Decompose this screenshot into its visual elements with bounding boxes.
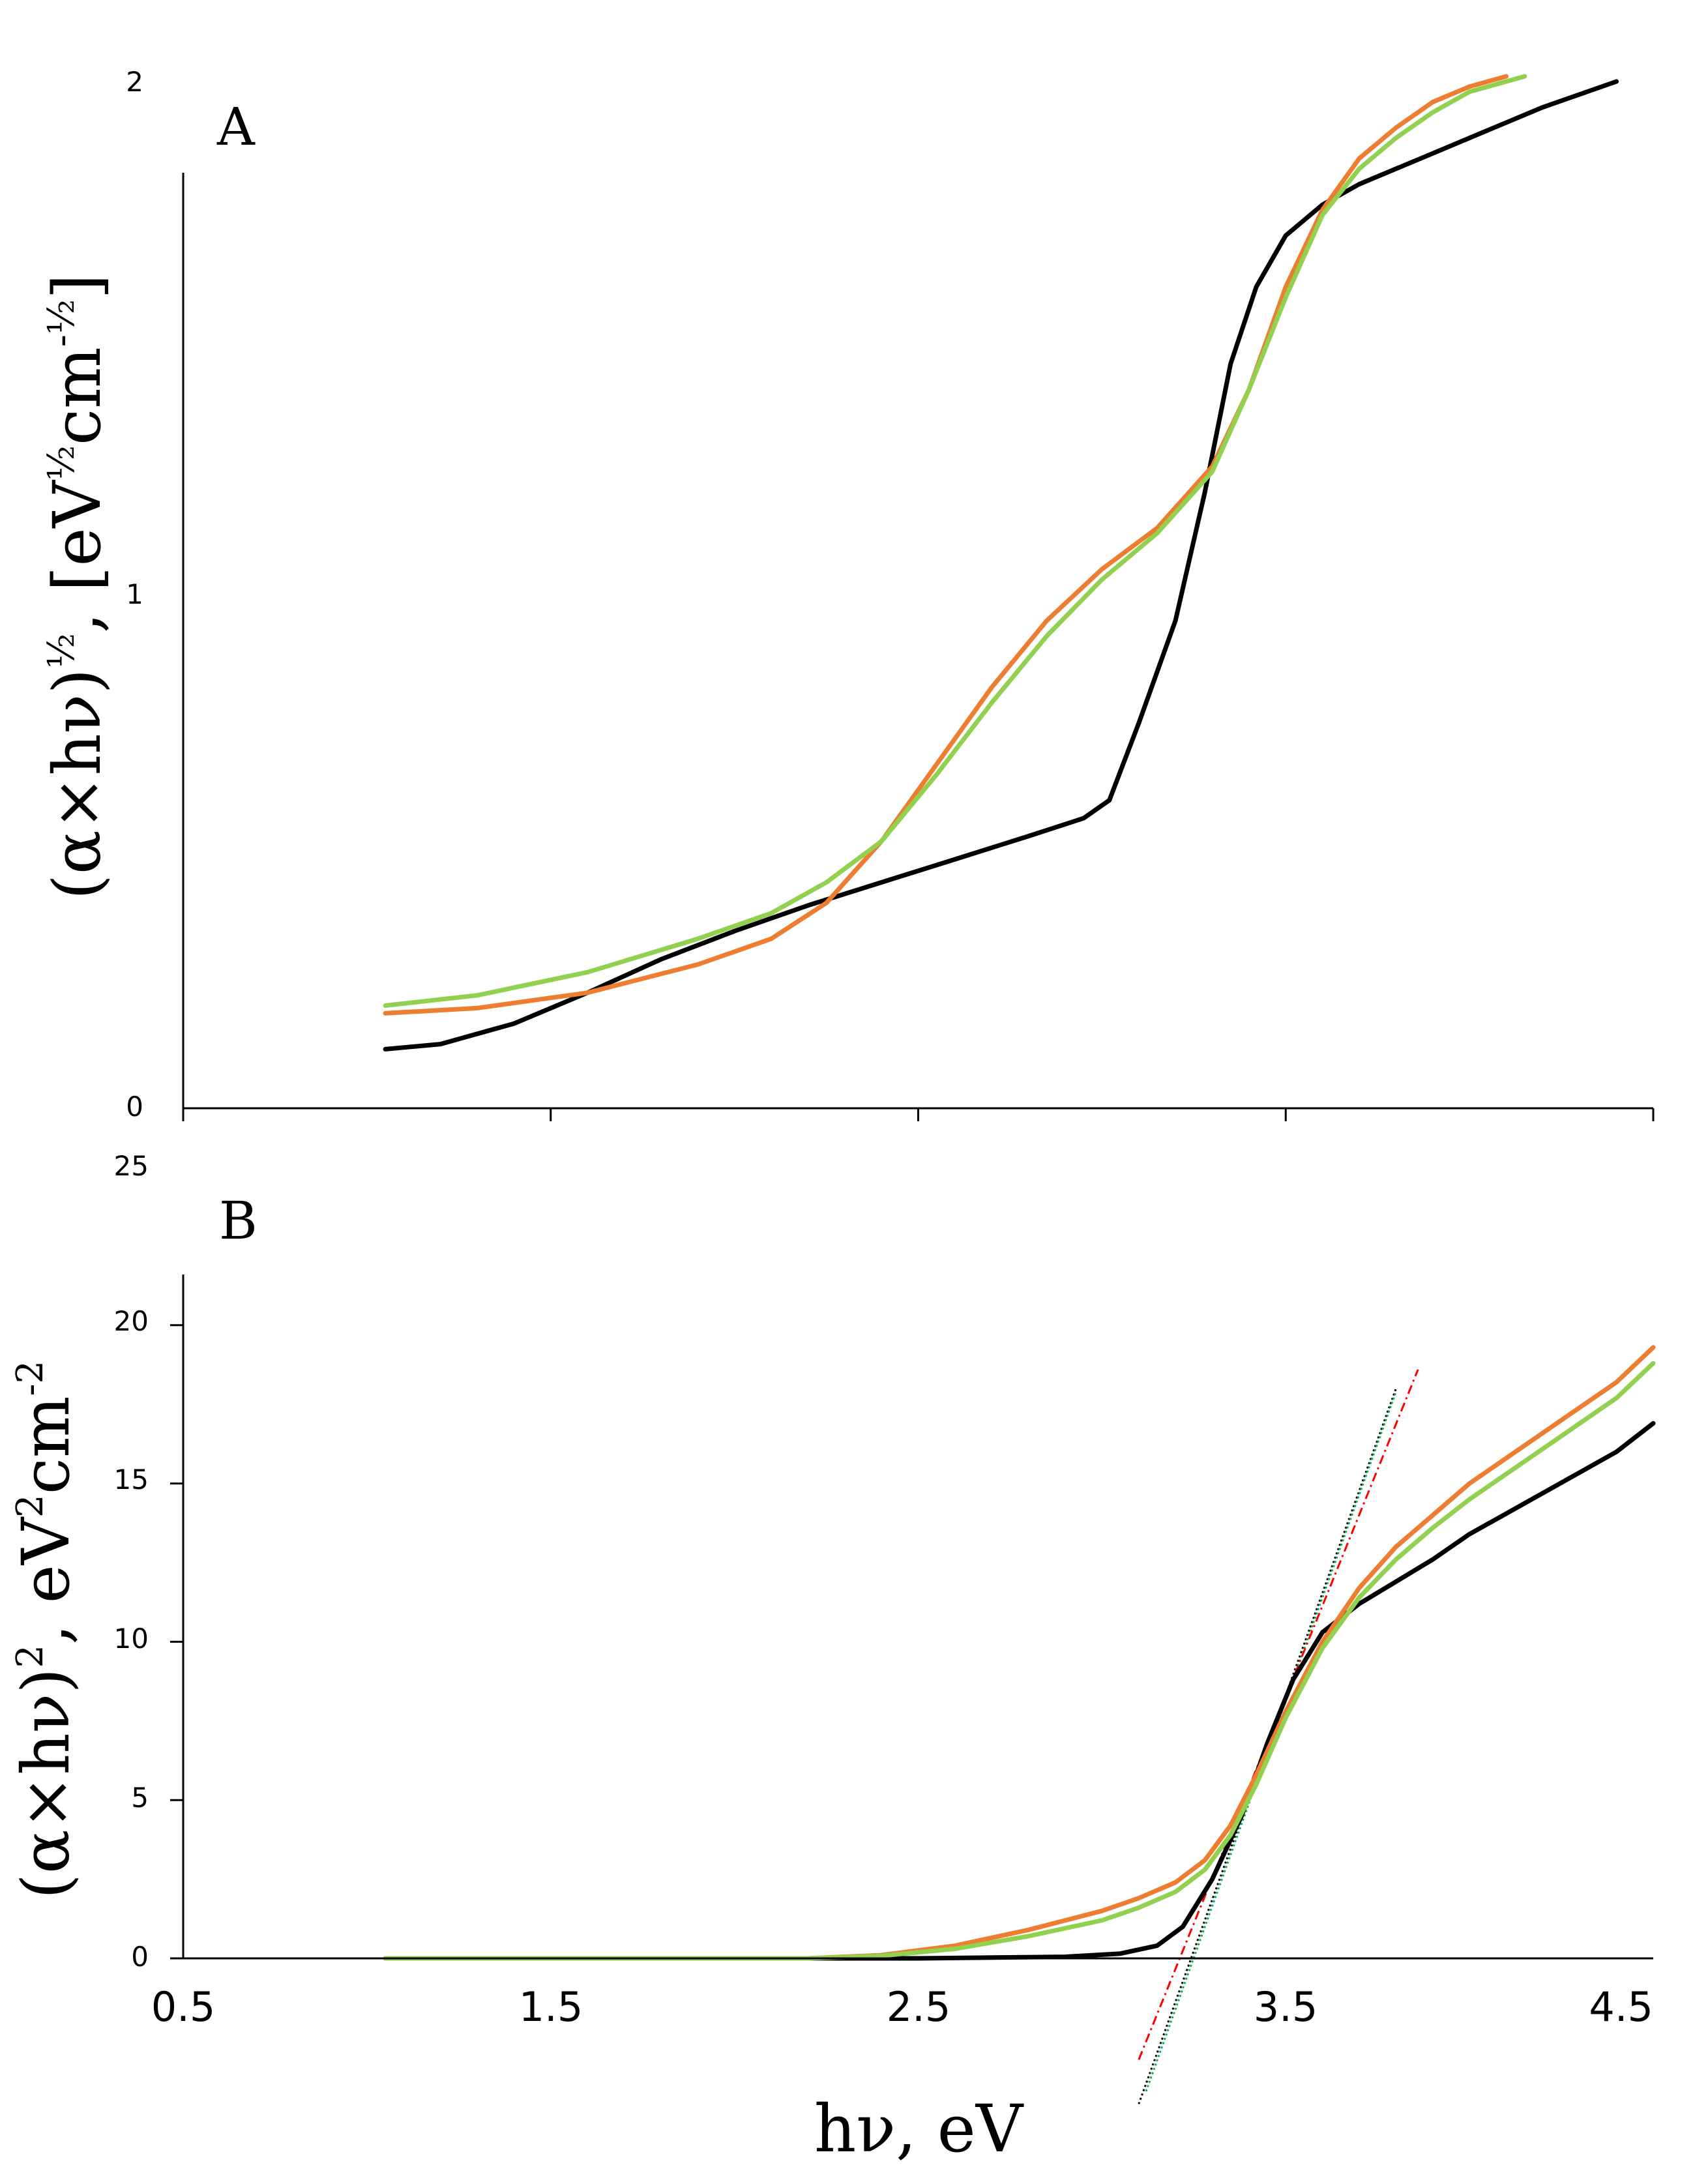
panel-b-ylabel-exp: 2 [9, 1645, 52, 1668]
panel-b-ylabel-unit-exp2: -2 [9, 1361, 52, 1396]
panel-b-series-orange [383, 1345, 1656, 1961]
panel-a-ylabel-unit-close: ] [39, 274, 115, 299]
panel-b-x-axis-title: hν, eV [814, 2091, 1024, 2167]
panel-b-xtick-2-5: 2.5 [887, 1983, 951, 2031]
panel-b-ytick-25: 25 [114, 1150, 149, 1182]
panel-b-ytick-5: 5 [131, 1782, 149, 1814]
panel-a-series [383, 74, 1619, 1052]
panel-b-ylabel-unit-mid: cm [8, 1396, 84, 1494]
panel-a-series-green [383, 74, 1527, 1008]
panel-b-ytick-15: 15 [114, 1464, 149, 1495]
panel-b-series-black [383, 1421, 1656, 1961]
panel-b: 0 5 10 15 20 25 0.5 1.5 2.5 3.5 4.5 B hν… [8, 1150, 1656, 2167]
panel-b-ylabel-unit-open: , eV [8, 1516, 84, 1645]
panel-b-ylabel-main: (α×hν) [8, 1668, 84, 1900]
panel-b-xtick-3-5: 3.5 [1254, 1983, 1318, 2031]
panel-a-ytick-2: 2 [126, 66, 143, 98]
panel-b-y-axis-title: (α×hν)2, eV2cm-2 [8, 1361, 84, 1899]
panel-b-series-green [383, 1361, 1656, 1961]
panel-a-ylabel-unit-exp1: ½ [40, 445, 83, 480]
panel-a: 0 1 2 A (α×hν)½, [eV½cm-½] [39, 66, 1655, 1123]
panel-a-y-axis-title: (α×hν)½, [eV½cm-½] [39, 274, 115, 900]
panel-a-ylabel-unit-open: , [eV [39, 479, 115, 633]
panel-a-ylabel-unit-mid: cm [39, 347, 115, 445]
panel-a-ylabel-unit-exp2: -½ [40, 299, 83, 347]
panel-a-series-black [383, 79, 1619, 1052]
panel-a-label: A [216, 96, 256, 157]
panel-b-series [383, 1345, 1656, 1961]
panel-a-ytick-1: 1 [126, 578, 143, 610]
panel-b-xtick-4-5: 4.5 [1589, 1983, 1653, 2031]
panel-b-ytick-20: 20 [114, 1305, 149, 1337]
panel-b-xtick-1-5: 1.5 [519, 1983, 583, 2031]
panel-a-ylabel-main: (α×hν) [39, 669, 115, 900]
panel-b-ylabel-unit-exp1: 2 [9, 1494, 52, 1518]
panel-b-label: B [219, 1190, 258, 1251]
panel-a-ytick-0: 0 [126, 1091, 143, 1123]
panel-a-ylabel-exp: ½ [40, 633, 83, 668]
panel-a-series-orange [383, 74, 1509, 1016]
panel-b-y-ticks [170, 1324, 183, 1960]
panel-b-ytick-10: 10 [114, 1623, 149, 1655]
panel-a-x-ticks [182, 1108, 1655, 1121]
panel-b-xtick-0-5: 0.5 [151, 1983, 216, 2031]
panel-b-ytick-0: 0 [131, 1941, 149, 1973]
